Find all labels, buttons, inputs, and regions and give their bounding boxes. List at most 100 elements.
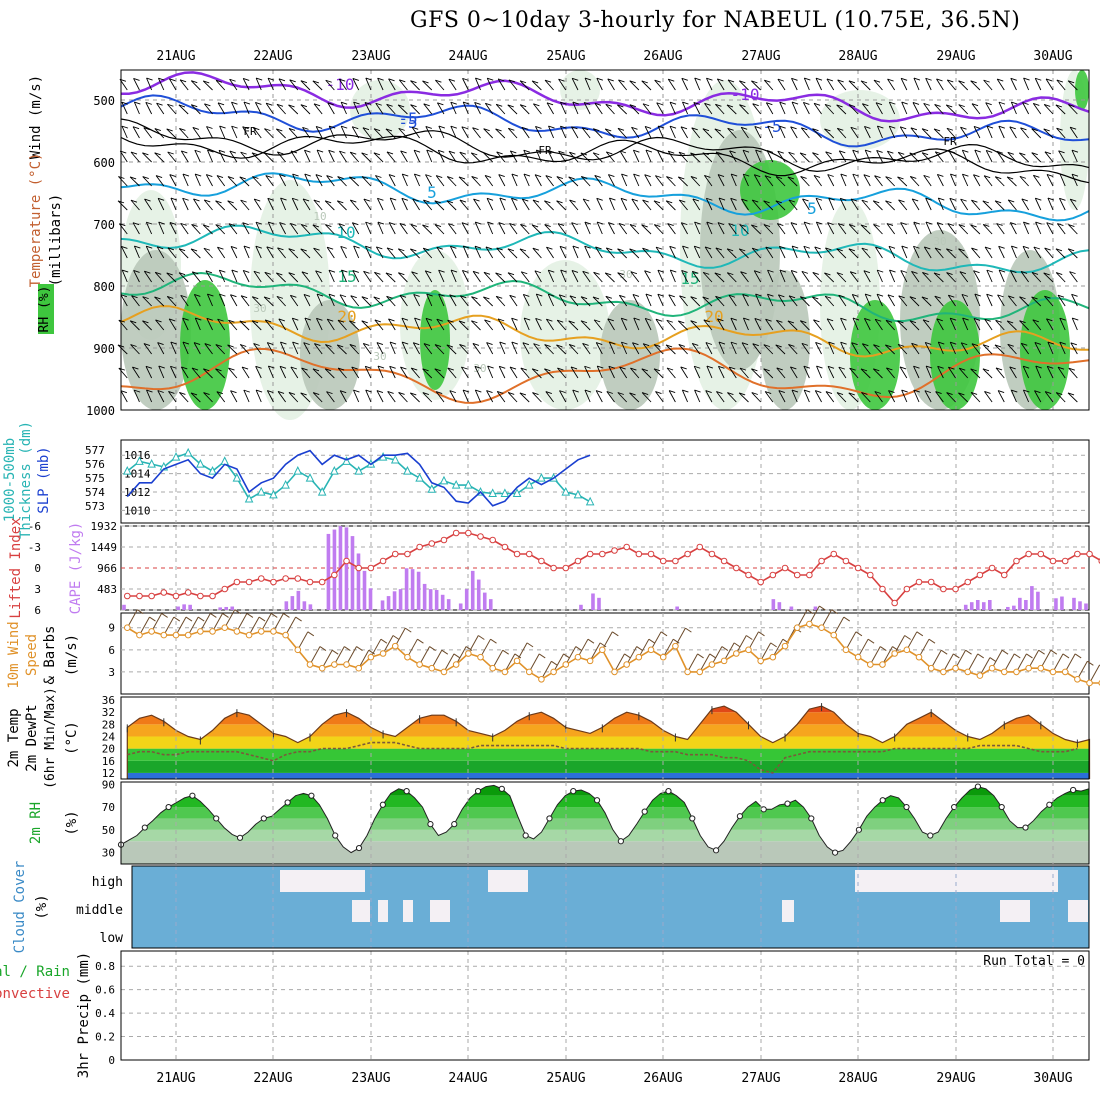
wind-speed-line-marker: [417, 662, 423, 668]
li-tick-label: -3: [28, 541, 41, 554]
wind-barb-10m: [417, 639, 423, 643]
rh-marker: [404, 789, 409, 794]
rh-marker: [166, 804, 171, 809]
wind-speed-line-marker: [1014, 669, 1020, 675]
temp-tick-label: 24: [102, 730, 116, 743]
lifted-index-line-marker: [368, 565, 374, 571]
date-label-bottom: 28AUG: [838, 1071, 877, 1086]
lifted-index-line-marker: [892, 600, 898, 606]
lifted-index-line-marker: [782, 565, 788, 571]
wind-barb-10m: [332, 650, 338, 654]
wind-speed-line-marker: [405, 654, 411, 660]
contour-label: 30: [253, 302, 266, 315]
wind-speed-line-marker: [843, 647, 849, 653]
lifted-index-line-marker: [1001, 572, 1007, 578]
rh-band: [121, 796, 1089, 807]
lifted-index-line-marker: [258, 576, 264, 582]
temp-band: [121, 773, 1089, 779]
thickness-line: [127, 453, 590, 502]
wind-barb-10m: [868, 639, 874, 643]
rh-marker: [190, 793, 195, 798]
lifted-index-line-marker: [880, 586, 886, 592]
cape-bar: [1084, 603, 1088, 610]
wind-barb-10m: [527, 643, 533, 647]
rh-marker: [761, 807, 766, 812]
cape-bar: [1018, 598, 1022, 610]
cape-bar: [218, 607, 222, 610]
cape-tick-label: 483: [97, 583, 117, 596]
wind-speed-line-marker: [161, 632, 167, 638]
wind-speed-line-marker: [941, 669, 947, 675]
lifted-index-line-marker: [807, 572, 813, 578]
wind-barb-10m: [905, 636, 911, 640]
contour-label: 30: [619, 268, 632, 281]
wind-speed-line-marker: [794, 625, 800, 631]
wind-barb-10m: [929, 639, 935, 643]
wind-barb-10m: [442, 650, 448, 654]
cape-bar: [345, 527, 349, 610]
lifted-index-line-marker: [246, 579, 252, 585]
wind-speed-line-marker: [928, 665, 934, 671]
cape-bar: [176, 607, 180, 610]
lifted-index-line-marker: [673, 558, 679, 564]
cape-bar: [1030, 586, 1034, 610]
wind-speed-line-marker: [855, 654, 861, 660]
lifted-index-line-marker: [648, 551, 654, 557]
lifted-index-line-marker: [600, 551, 606, 557]
wind-speed-line-marker: [1038, 665, 1044, 671]
temp-tick-label: 32: [102, 706, 115, 719]
cape-bar: [441, 595, 445, 610]
wind-speed-line-marker: [368, 654, 374, 660]
wind-barb-10m: [1002, 650, 1008, 654]
date-label-bottom: 26AUG: [643, 1071, 682, 1086]
wind-speed-line-marker: [916, 654, 922, 660]
wind-barb-10m: [1026, 654, 1032, 658]
cape-bar: [675, 607, 679, 610]
rh-marker: [975, 784, 980, 789]
cloud-high-block: [1028, 870, 1058, 892]
wind-barb-10m: [491, 639, 497, 643]
rh-tick-label: 30: [102, 847, 115, 860]
cloud-ylabel: (%): [34, 894, 50, 919]
lifted-index-line-marker: [429, 541, 435, 547]
cape-bar: [417, 572, 421, 610]
li-tick-label: -6: [28, 520, 41, 533]
temp-band: [121, 761, 1089, 773]
lifted-index-line-marker: [161, 590, 167, 596]
wind-speed-line-marker: [258, 629, 264, 635]
upper-ylabel-wind: Wind (m/s): [28, 75, 44, 159]
rh-marker: [499, 786, 504, 791]
date-label-bottom: 22AUG: [253, 1071, 292, 1086]
wind-speed-line-marker: [600, 647, 606, 653]
wind-speed-line-marker: [746, 647, 752, 653]
wind-barb-10m: [978, 654, 984, 658]
wind-speed-line-marker: [636, 654, 642, 660]
pressure-tick-label: 600: [93, 156, 115, 170]
lifted-index-line-marker: [770, 572, 776, 578]
lifted-index-line-marker: [867, 572, 873, 578]
cape-bar: [579, 605, 583, 610]
rh-marker: [380, 802, 385, 807]
contour-label: 15: [337, 267, 356, 286]
cape-bar: [1054, 598, 1058, 610]
lifted-index-line-marker: [490, 537, 496, 543]
lifted-index-line-marker: [344, 558, 350, 564]
lifted-index-line-marker: [660, 558, 666, 564]
rh-marker: [690, 816, 695, 821]
thickness-tick-label: 574: [85, 486, 105, 499]
lifted-index-line-marker: [1014, 558, 1020, 564]
cape-bar: [982, 602, 986, 610]
wind-barb-10m: [186, 617, 192, 621]
contour-label: 15: [680, 269, 699, 288]
cape-bar: [1006, 607, 1010, 610]
lifted-index-line-marker: [941, 586, 947, 592]
cape-tick-label: 966: [97, 562, 117, 575]
wind-speed-line-marker: [295, 647, 301, 653]
wind-barb-10m: [539, 654, 545, 658]
lifted-index-line-marker: [234, 579, 240, 585]
wind-barb-10m: [917, 632, 923, 636]
wind-ylabel: & Barbs: [42, 625, 58, 684]
wind-speed-line-marker: [137, 632, 143, 638]
rh-marker: [1047, 802, 1052, 807]
